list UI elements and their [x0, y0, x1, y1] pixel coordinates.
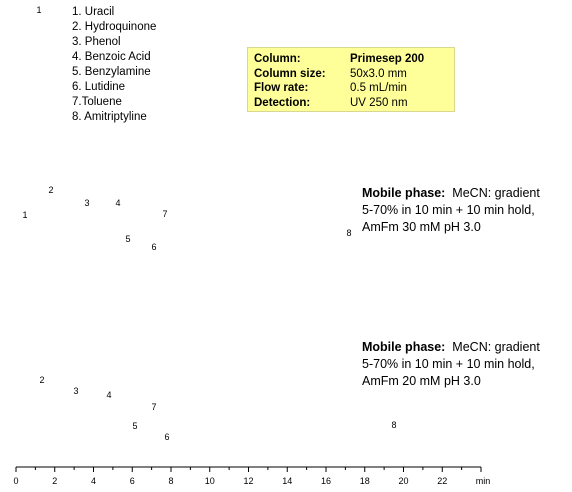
x-tick-label: 14 [282, 476, 292, 486]
mobile-phase-line-1: Mobile phase: MeCN: gradient [362, 185, 540, 202]
peak-label: 3 [73, 386, 78, 396]
legend-entry-5: 5. Benzylamine [72, 66, 151, 78]
condition-detection: Detection: UV 250 nm [254, 96, 454, 111]
condition-value: UV 250 nm [350, 96, 408, 109]
x-axis-unit-label: min [476, 476, 491, 486]
condition-column: Column: Primesep 200 [254, 52, 454, 67]
mobile-phase-top: Mobile phase: MeCN: gradient 5-70% in 10… [362, 185, 540, 236]
mobile-phase-text: MeCN: gradient [452, 186, 540, 200]
condition-value: 50x3.0 mm [350, 67, 407, 80]
legend-entry-8: 8. Amitriptyline [72, 111, 147, 123]
mobile-phase-bottom: Mobile phase: MeCN: gradient 5-70% in 10… [362, 339, 540, 390]
peak-label: 7 [151, 402, 156, 412]
conditions-box: Column: Primesep 200 Column size: 50x3.0… [247, 47, 455, 112]
condition-value: Primesep 200 [350, 53, 425, 65]
legend-entry-1: 1. Uracil [72, 6, 115, 18]
peak-label: 2 [48, 185, 53, 195]
x-tick-label: 6 [130, 476, 135, 486]
condition-key: Column: [254, 53, 301, 65]
peak-label: 4 [106, 390, 111, 400]
peak-label: 3 [84, 198, 89, 208]
peak-label: 1 [36, 5, 41, 15]
peak-labels: 1 2 3 4 5 6 7 8 1 2 3 4 5 6 7 8 [22, 5, 396, 442]
peak-label: 1 [22, 210, 27, 220]
peak-label: 7 [162, 209, 167, 219]
peak-label: 8 [391, 420, 396, 430]
mobile-phase-text: MeCN: gradient [452, 340, 540, 354]
peak-label: 4 [115, 198, 120, 208]
peak-label: 6 [151, 242, 156, 252]
x-tick-label: 18 [360, 476, 370, 486]
x-axis: 0 2 4 6 8 10 12 14 16 18 20 22 min [13, 466, 491, 486]
legend-entry-3: 3. Phenol [72, 36, 121, 48]
legend-entry-4: 4. Benzoic Acid [72, 51, 151, 63]
mobile-phase-line-1: Mobile phase: MeCN: gradient [362, 339, 540, 356]
condition-flow-rate: Flow rate: 0.5 mL/min [254, 81, 454, 96]
x-tick-label: 2 [52, 476, 57, 486]
peak-label: 5 [132, 421, 137, 431]
x-tick-label: 16 [321, 476, 331, 486]
x-tick-label: 22 [437, 476, 447, 486]
x-tick-label: 20 [398, 476, 408, 486]
x-tick-label: 8 [168, 476, 173, 486]
mobile-phase-line-2: 5-70% in 10 min + 10 min hold, [362, 357, 535, 371]
mobile-phase-line-2: 5-70% in 10 min + 10 min hold, [362, 203, 535, 217]
legend-entry-7: 7.Toluene [72, 96, 122, 108]
condition-key: Detection: [254, 96, 311, 109]
x-tick-label: 10 [205, 476, 215, 486]
condition-key: Column size: [254, 67, 326, 80]
peak-label: 8 [346, 228, 351, 238]
condition-column-size: Column size: 50x3.0 mm [254, 67, 454, 82]
condition-key: Flow rate: [254, 82, 309, 94]
x-tick-label: 4 [91, 476, 96, 486]
legend-entry-6: 6. Lutidine [72, 81, 126, 93]
mobile-phase-label: Mobile phase: [362, 340, 446, 354]
x-tick-label: 0 [13, 476, 18, 486]
mobile-phase-line-3: AmFm 20 mM pH 3.0 [362, 374, 481, 388]
peak-label: 2 [39, 375, 44, 385]
legend-entry-2: 2. Hydroquinone [72, 21, 157, 33]
x-tick-label: 12 [243, 476, 253, 486]
compound-legend: 1. Uracil 2. Hydroquinone 3. Phenol 4. B… [72, 5, 156, 125]
peak-label: 5 [125, 234, 130, 244]
peak-label: 6 [164, 432, 169, 442]
mobile-phase-label: Mobile phase: [362, 186, 446, 200]
mobile-phase-line-3: AmFm 30 mM pH 3.0 [362, 220, 481, 234]
condition-value: 0.5 mL/min [350, 82, 407, 94]
